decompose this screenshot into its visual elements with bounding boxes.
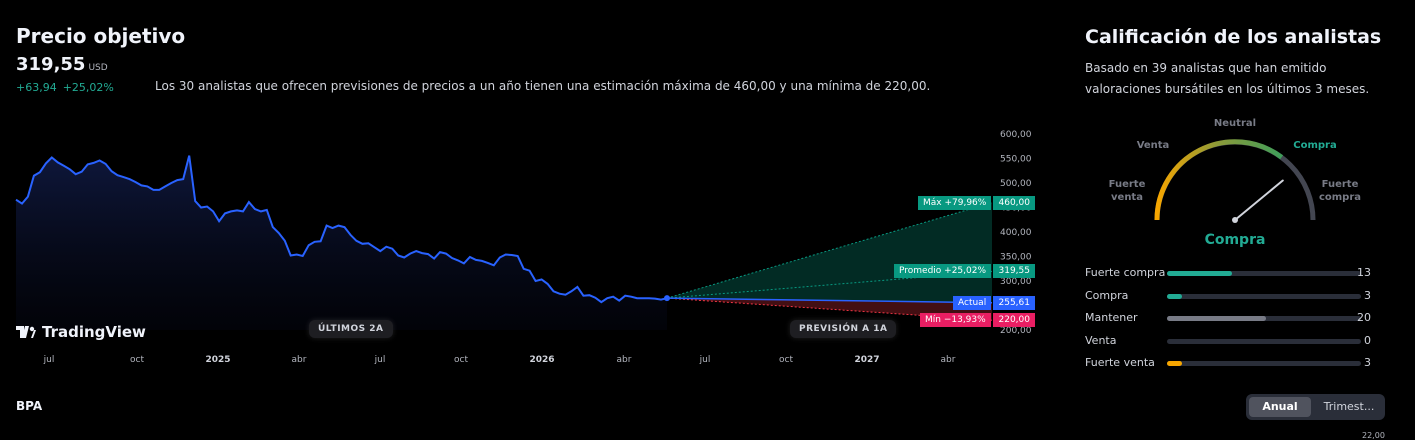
forecast-downside-area [667,298,992,321]
rating-row-label: Fuerte venta [1085,356,1155,369]
eps-section-title: BPA [16,399,43,413]
min-value: 220,00 [993,313,1035,328]
y-tick-label: 300,00 [1000,277,1032,287]
eps-axis-value: 22,00 [1362,431,1385,440]
change-pct: +25,02% [62,81,114,94]
rating-row-label: Compra [1085,288,1129,302]
x-tick-label: jul [43,355,55,365]
tradingview-logo[interactable]: TradingView [16,323,146,341]
toggle-quarterly[interactable]: Trimest... [1323,400,1375,413]
average-label: Promedio +25,02% [894,264,992,279]
rating-gauge: Neutral Venta Compra Fuerte venta Fuerte c… [1109,118,1361,223]
rating-row-bar [1167,293,1361,299]
period-label-forecast: PREVISIÓN A 1A [790,320,897,338]
gauge-pivot [1232,217,1238,223]
x-tick-label: jul [374,355,386,365]
forecast-max-line [666,202,993,299]
y-tick-label: 550,00 [1000,155,1032,165]
rating-row-fill [1167,316,1267,321]
rating-row-bar [1167,271,1361,276]
target-price: 319,55 USD [16,54,108,75]
rating-row: Fuerte venta 3 [1085,356,1385,370]
rating-row: Fuerte compra 13 [1085,266,1385,280]
x-tick-label: oct [130,355,144,365]
price-change: +63,94 +25,02% [16,81,114,94]
average-value: 319,55 [993,264,1035,279]
y-tick-label: 400,00 [1000,228,1032,238]
max-label: Máx +79,96% [918,195,992,210]
history-area [16,155,667,330]
tradingview-logo-icon [16,326,36,338]
rating-row-count: 3 [1364,288,1371,302]
min-label: Mín −13,93% [920,313,991,328]
rating-row: Venta 0 [1085,334,1385,348]
rating-row-bar [1167,338,1361,344]
rating-row-count: 13 [1357,266,1371,279]
gauge-track [1154,139,1316,221]
y-tick-label: 350,00 [1000,253,1032,263]
max-value: 460,00 [993,195,1035,210]
current-value: 255,61 [993,295,1035,310]
x-tick-label: abr [292,355,307,365]
forecast-current-line [666,297,993,304]
rating-row-label: Fuerte compra [1085,266,1166,279]
target-price-value: 319,55 [16,54,86,75]
ratings-title: Calificación de los analistas [1085,26,1382,48]
history-line [15,155,668,304]
rating-row-fill [1167,361,1182,366]
currency-label: USD [88,63,108,73]
rating-row: Compra 3 [1085,289,1385,303]
period-toggle[interactable]: Anual Trimest... [1246,394,1385,420]
page-title: Precio objetivo [16,24,186,48]
y-tick-label: 600,00 [1000,130,1032,140]
x-tick-label: jul [699,355,711,365]
forecast-upside-area [667,202,992,303]
rating-row-count: 0 [1364,333,1371,347]
x-tick-label: oct [454,355,468,365]
x-tick-label: oct [779,355,793,365]
gauge-label-buy: Compra [1293,140,1336,151]
gauge-label-neutral: Neutral [1214,118,1256,129]
gauge-result: Compra [1204,232,1266,248]
period-label-past: ÚLTIMOS 2A [309,320,393,338]
toggle-annual[interactable]: Anual [1249,397,1311,417]
forecast-lines [666,202,993,321]
x-axis: jul oct 2025 abr jul oct 2026 abr jul oct 2027 abr [43,355,956,365]
rating-row-fill [1167,271,1232,276]
rating-row: Mantener 20 [1085,311,1385,325]
y-tick-label: 200,00 [1000,326,1032,336]
y-tick-label: 500,00 [1000,179,1032,189]
gauge-label-strong-sell: Fuerte venta [1109,179,1146,203]
rating-row-count: 20 [1357,311,1371,324]
x-tick-label: 2027 [854,355,879,365]
rating-row-label: Mantener [1085,311,1138,324]
gauge-needle [1234,179,1284,221]
gauge-label-strong-buy: Fuerte compra [1319,179,1361,203]
x-tick-label: 2025 [205,355,230,365]
ratings-description: Basado en 39 analistas que han emitido v… [1085,61,1370,96]
change-abs: +63,94 [16,81,57,94]
forecast-description: Los 30 analistas que ofrecen previsiones… [155,79,931,93]
rating-row-bar [1167,316,1361,321]
x-tick-label: abr [941,355,956,365]
x-tick-label: 2026 [529,355,554,365]
rating-row-count: 3 [1364,356,1371,369]
gauge-fill [1154,139,1284,221]
rating-row-label: Venta [1085,333,1117,347]
rating-row-bar [1167,361,1361,366]
rating-row-fill [1167,293,1182,299]
tradingview-logo-text: TradingView [42,323,146,341]
current-label: Actual [953,295,992,310]
gauge-label-sell: Venta [1137,140,1170,151]
x-tick-label: abr [617,355,632,365]
current-price-point [664,295,670,302]
